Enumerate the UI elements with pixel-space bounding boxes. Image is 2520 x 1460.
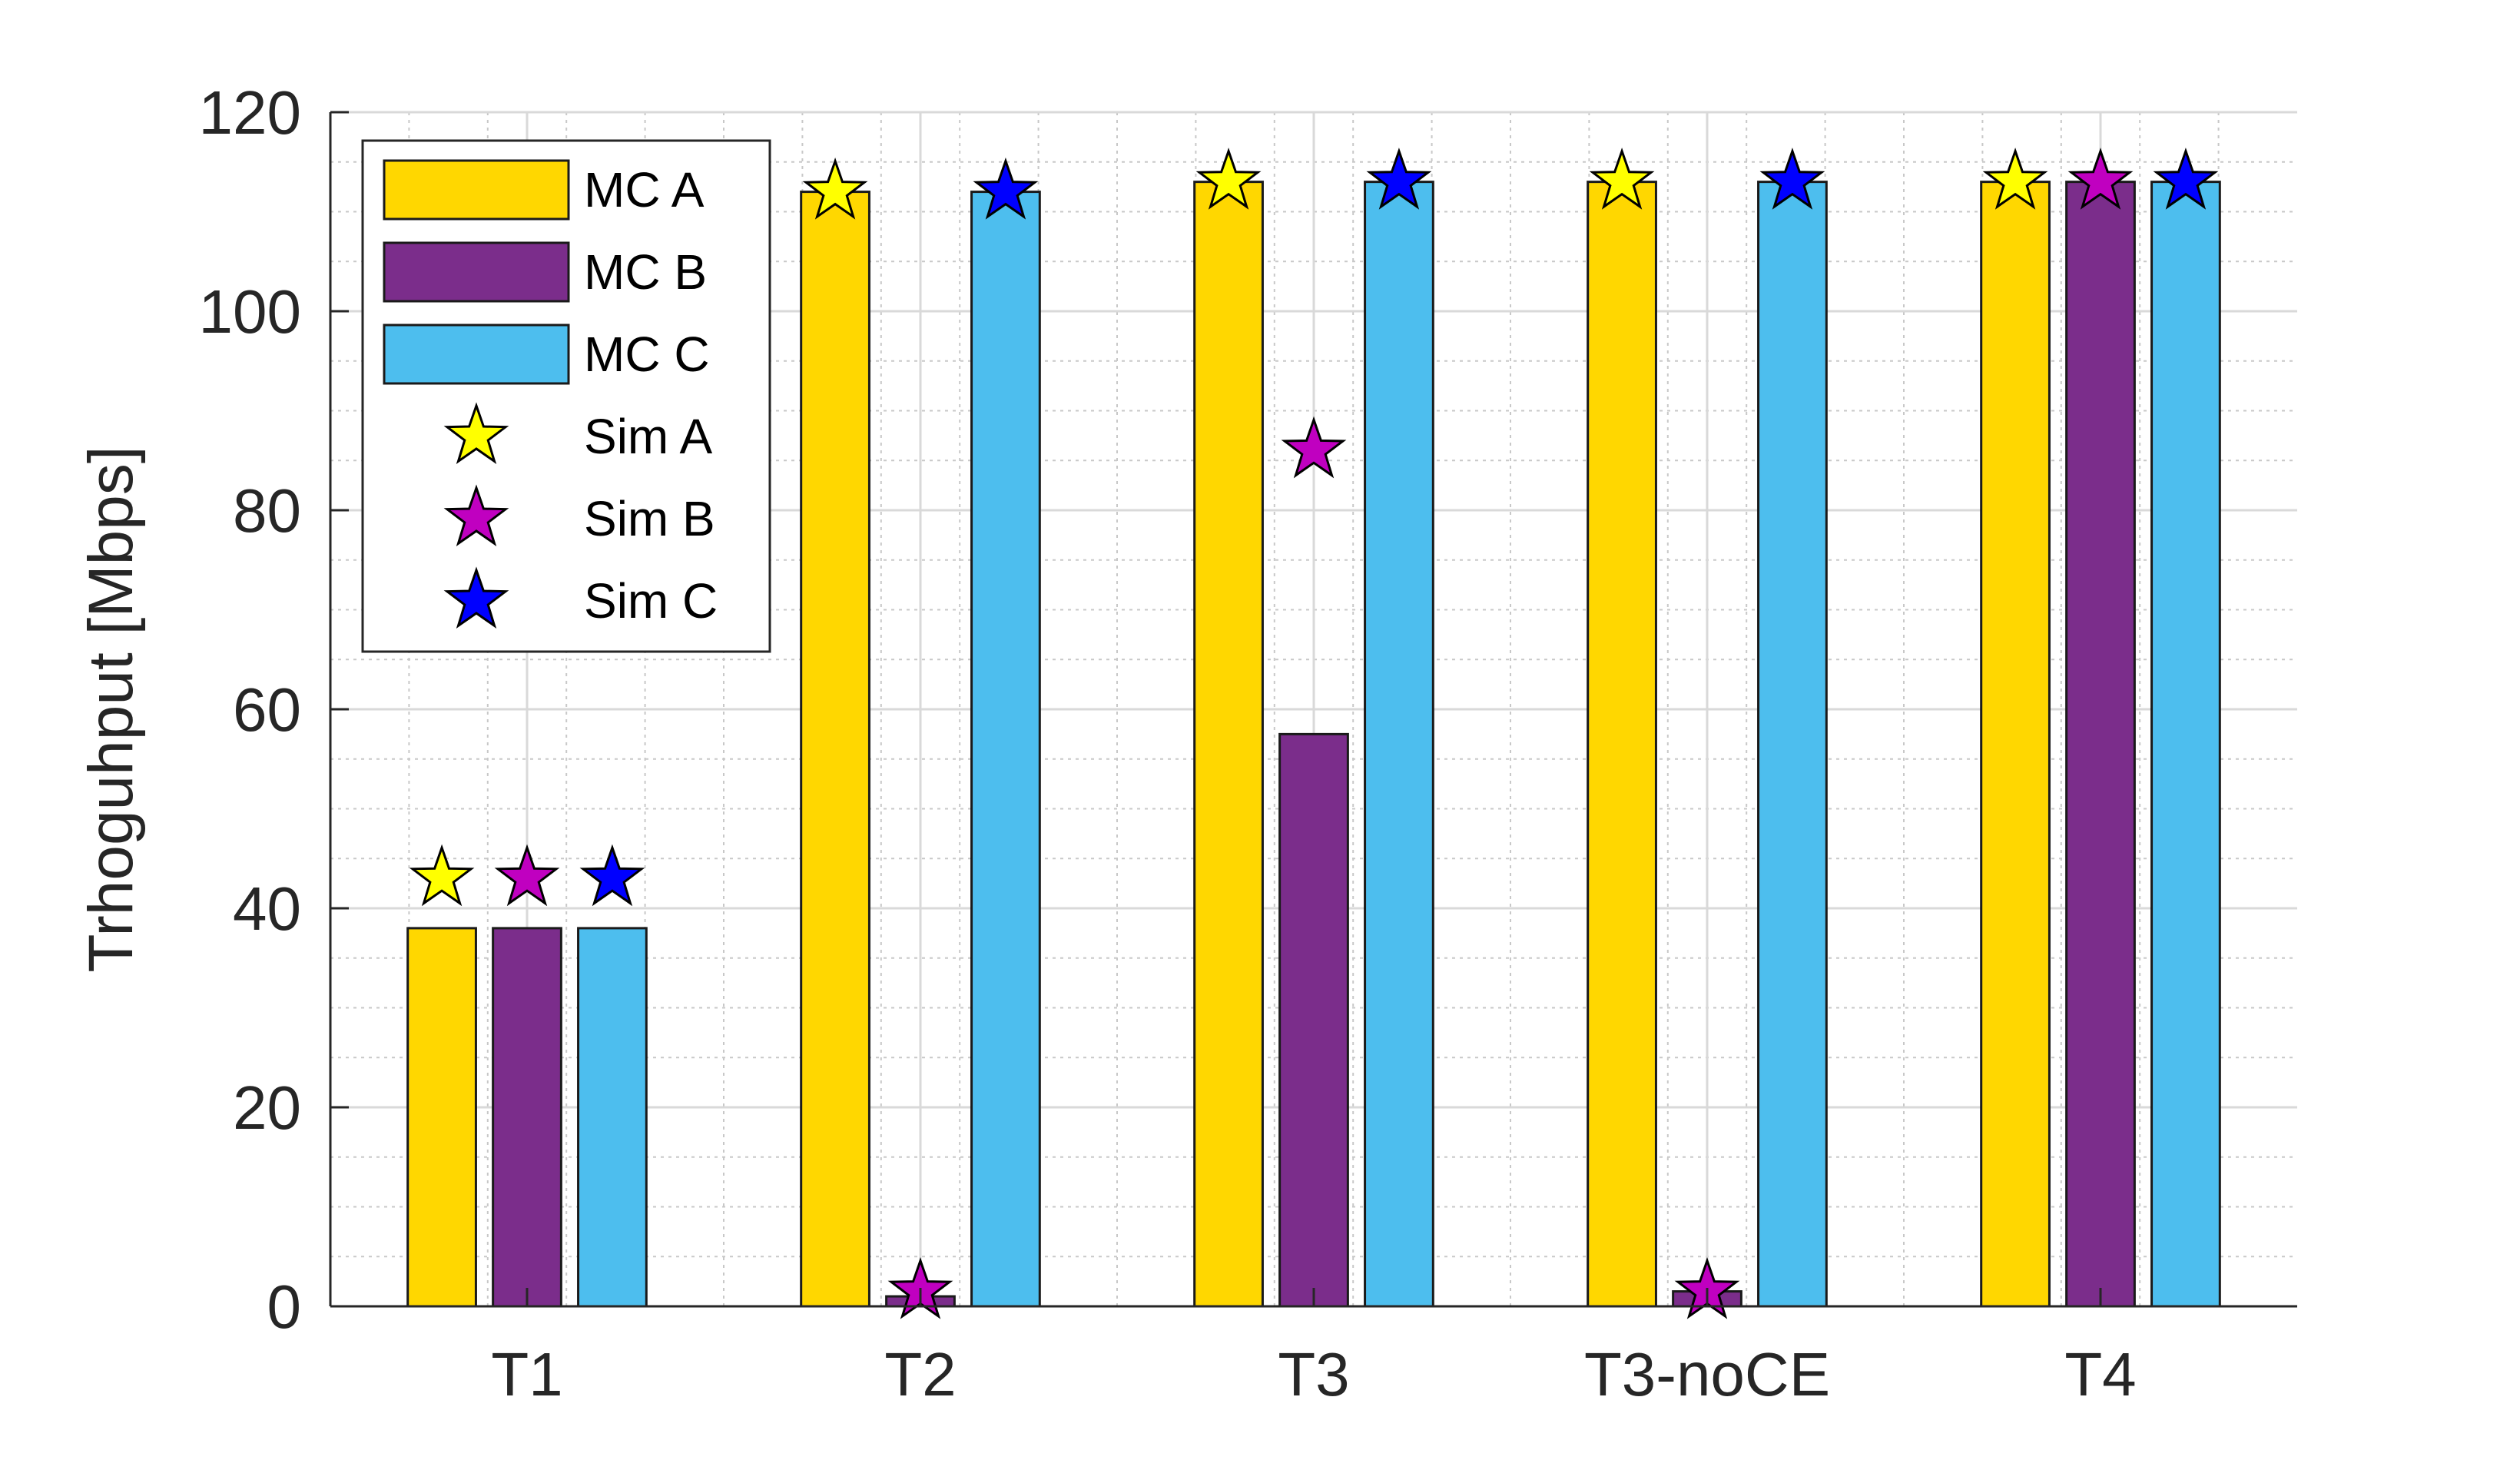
x-tick-label: T3 [1278, 1340, 1349, 1409]
legend-marker-sim-c [443, 566, 509, 629]
marker-sim-b-t4 [2067, 148, 2134, 210]
legend-swatch-mc-a [383, 159, 570, 221]
marker-sim-c-t3-noce [1759, 148, 1825, 210]
bar-mc-a-t2 [800, 191, 870, 1308]
y-tick-label: 80 [233, 476, 301, 545]
legend-swatch-mc-b [383, 241, 570, 303]
legend-label: Sim A [584, 409, 712, 464]
marker-sim-c-t4 [2153, 148, 2219, 210]
marker-sim-c-t3 [1366, 148, 1432, 210]
y-tick-labels: 0 20 40 60 80 100 120 [199, 78, 301, 1341]
bar-mc-c-t4 [2150, 181, 2221, 1308]
marker-sim-b-t3 [1281, 416, 1347, 479]
legend: MC A MC B MC C Sim A Sim B Sim C [361, 139, 771, 653]
legend-swatch-mc-c [383, 324, 570, 385]
bar-mc-a-t3-noce [1587, 181, 1657, 1308]
y-tick-label: 120 [199, 78, 301, 147]
y-tick-label: 60 [233, 675, 301, 744]
legend-label: Sim C [584, 573, 718, 629]
x-tick-label: T4 [2064, 1340, 2136, 1409]
bar-mc-c-t3-noce [1757, 181, 1828, 1308]
legend-marker-sim-b [443, 484, 509, 547]
marker-sim-b-t1 [494, 844, 560, 907]
legend-marker-sim-a [443, 402, 509, 465]
marker-sim-a-t2 [802, 158, 868, 220]
x-tick-labels: T1 T2 T3 T3-noCE T4 [491, 1340, 2136, 1409]
marker-sim-a-t3-noce [1589, 148, 1655, 210]
y-tick-label: 40 [233, 874, 301, 943]
bar-mc-a-t4 [1980, 181, 2051, 1308]
y-tick-label: 0 [267, 1273, 302, 1341]
x-tick-label: T1 [491, 1340, 562, 1409]
bar-mc-b-t4 [2065, 181, 2136, 1308]
bar-mc-c-t2 [970, 191, 1041, 1308]
x-tick-label: T3-noCE [1584, 1340, 1830, 1409]
legend-label: MC C [584, 327, 710, 382]
marker-sim-c-t1 [579, 844, 645, 907]
y-tick-label: 20 [233, 1073, 301, 1142]
bar-mc-a-t3 [1193, 181, 1264, 1308]
axes [329, 111, 2297, 1308]
legend-label: MC A [584, 162, 705, 217]
y-tick-label: 100 [199, 277, 301, 346]
marker-sim-a-t3 [1195, 148, 1262, 210]
bar-mc-c-t3 [1364, 181, 1434, 1308]
x-tick-label: T2 [884, 1340, 956, 1409]
bar-mc-b-t1 [492, 927, 562, 1308]
marker-sim-c-t2 [973, 158, 1039, 220]
y-axis-label: Trhoguhput [Mbps] [76, 446, 146, 972]
legend-label: MC B [584, 244, 707, 300]
marker-sim-a-t4 [1982, 148, 2048, 210]
legend-label: Sim B [584, 491, 715, 546]
bar-mc-b-t3 [1278, 732, 1349, 1308]
bar-mc-c-t1 [577, 927, 648, 1308]
marker-sim-a-t1 [409, 844, 475, 907]
bar-mc-a-t1 [406, 927, 477, 1308]
legend-box [361, 139, 771, 653]
bars [406, 181, 2221, 1308]
